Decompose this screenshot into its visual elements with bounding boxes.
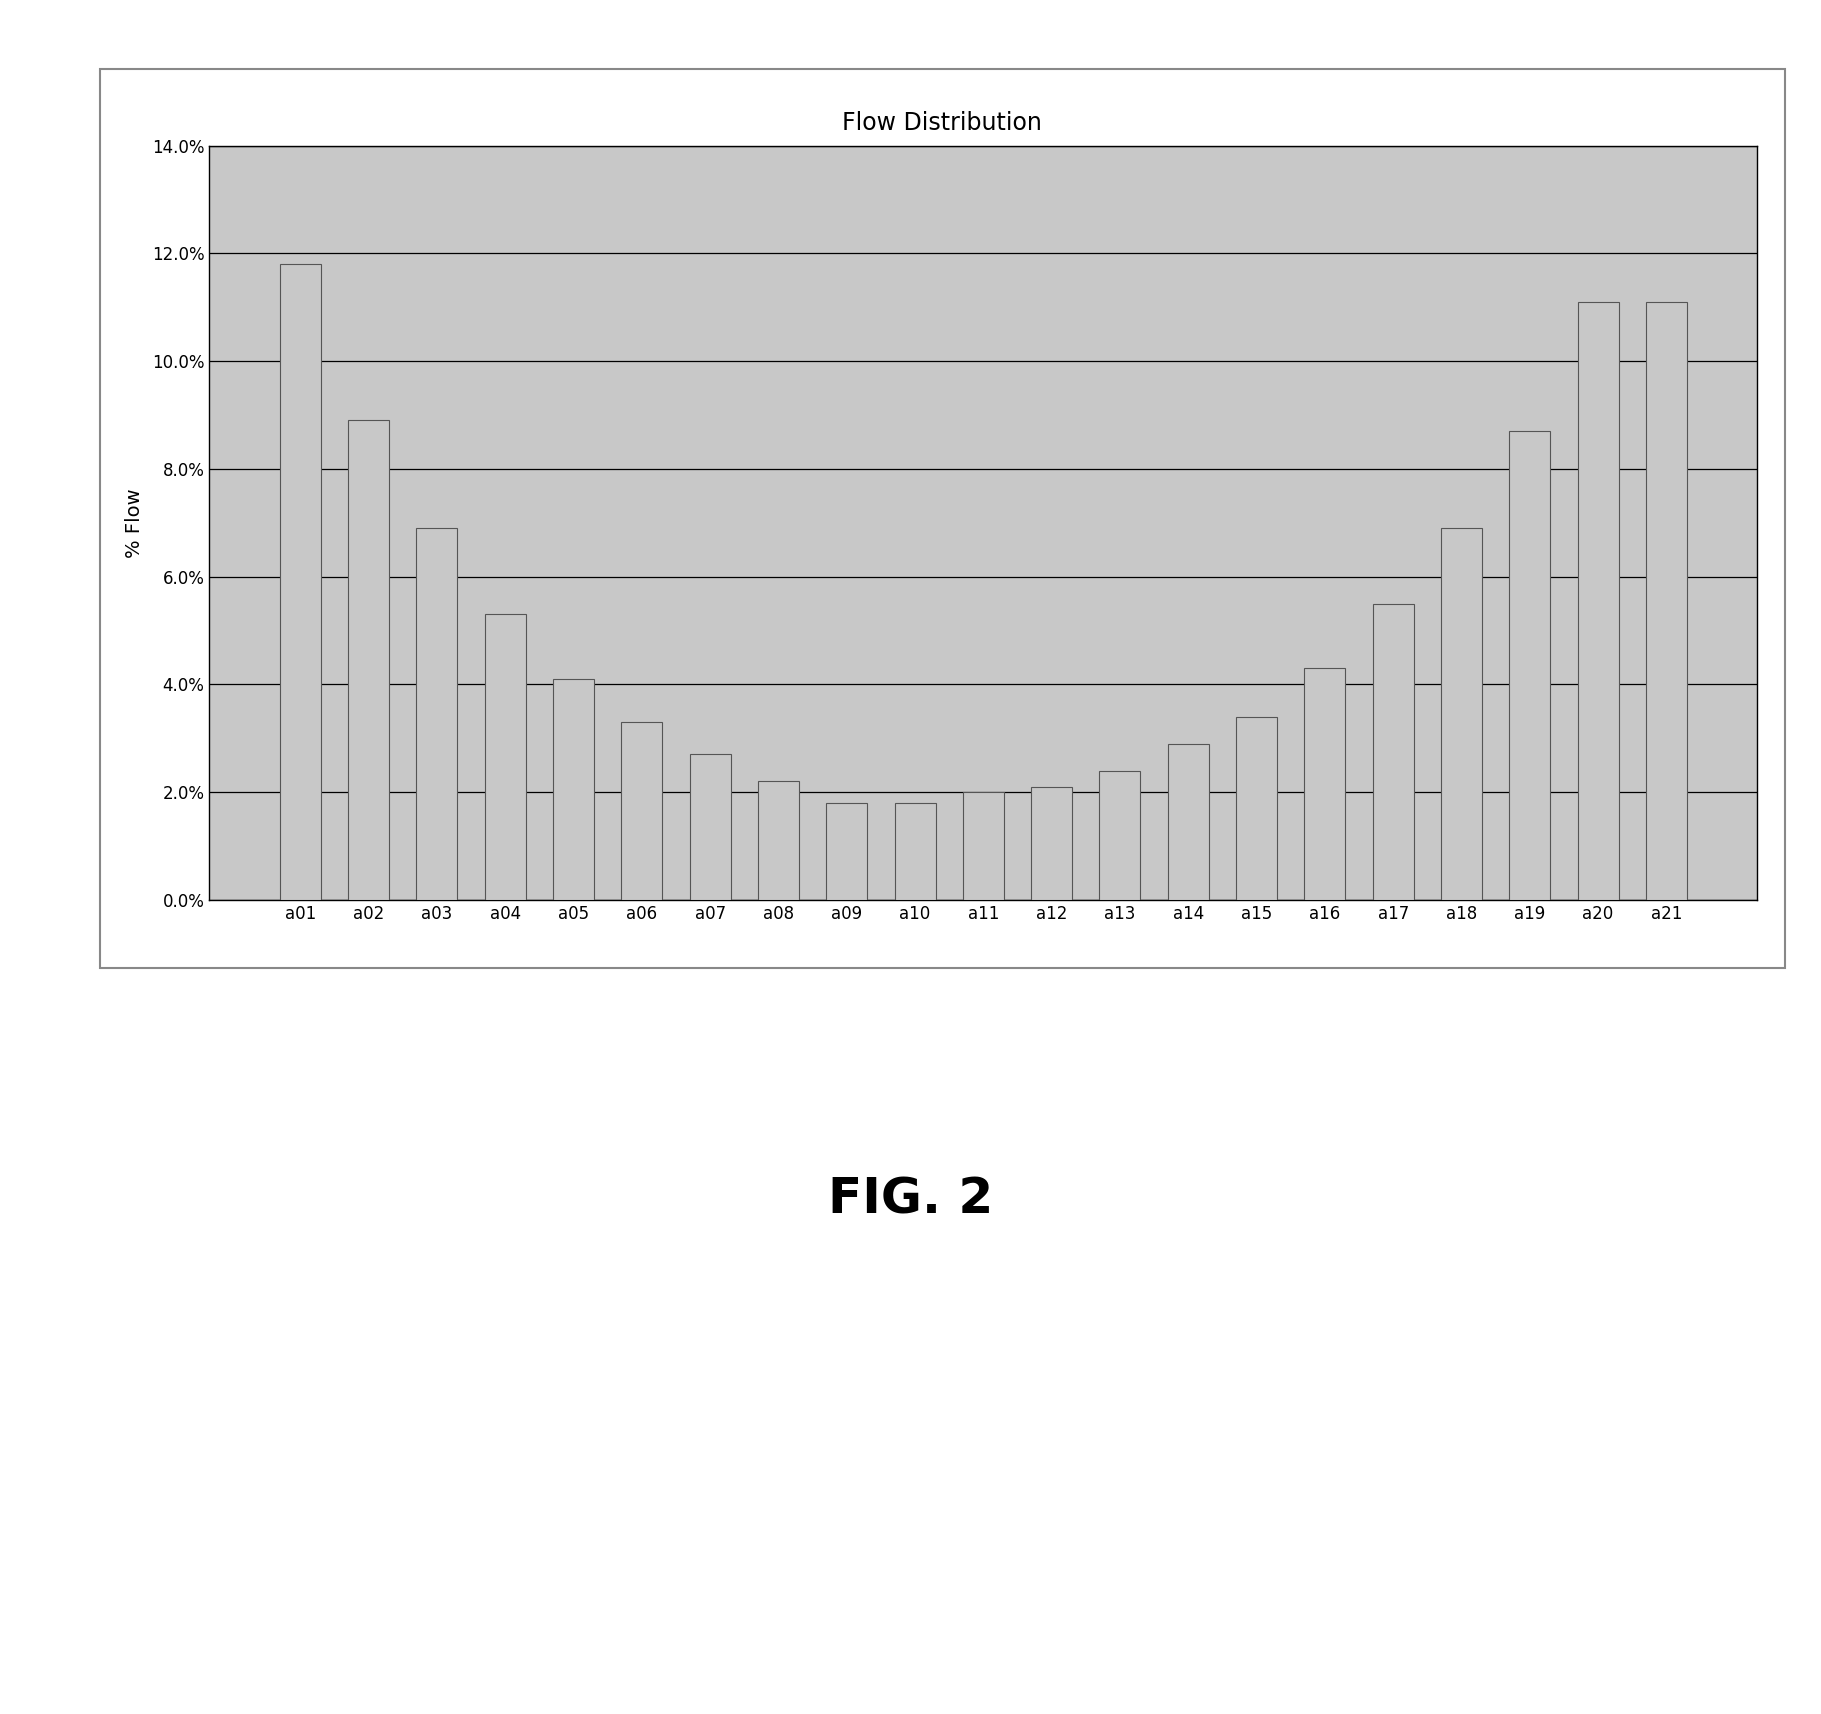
Bar — [1440, 528, 1482, 900]
Bar — [894, 802, 936, 900]
Bar — [1100, 771, 1140, 900]
Bar — [417, 528, 457, 900]
Bar — [1577, 302, 1619, 900]
Bar — [1304, 668, 1346, 900]
Bar — [1031, 787, 1073, 900]
Bar — [1236, 716, 1277, 900]
Bar — [827, 802, 867, 900]
Text: Flow Distribution: Flow Distribution — [843, 111, 1042, 135]
Bar — [1167, 744, 1209, 900]
Bar — [621, 722, 663, 900]
Bar — [963, 792, 1003, 900]
Bar — [758, 782, 799, 900]
Bar — [554, 679, 594, 900]
Bar — [1646, 302, 1686, 900]
Bar — [690, 754, 730, 900]
Bar — [348, 420, 390, 900]
Bar — [280, 264, 320, 900]
Text: FIG. 2: FIG. 2 — [829, 1176, 992, 1224]
Bar — [484, 614, 526, 900]
Bar — [1510, 432, 1550, 900]
Bar — [1373, 603, 1413, 900]
Y-axis label: % Flow: % Flow — [124, 488, 144, 557]
